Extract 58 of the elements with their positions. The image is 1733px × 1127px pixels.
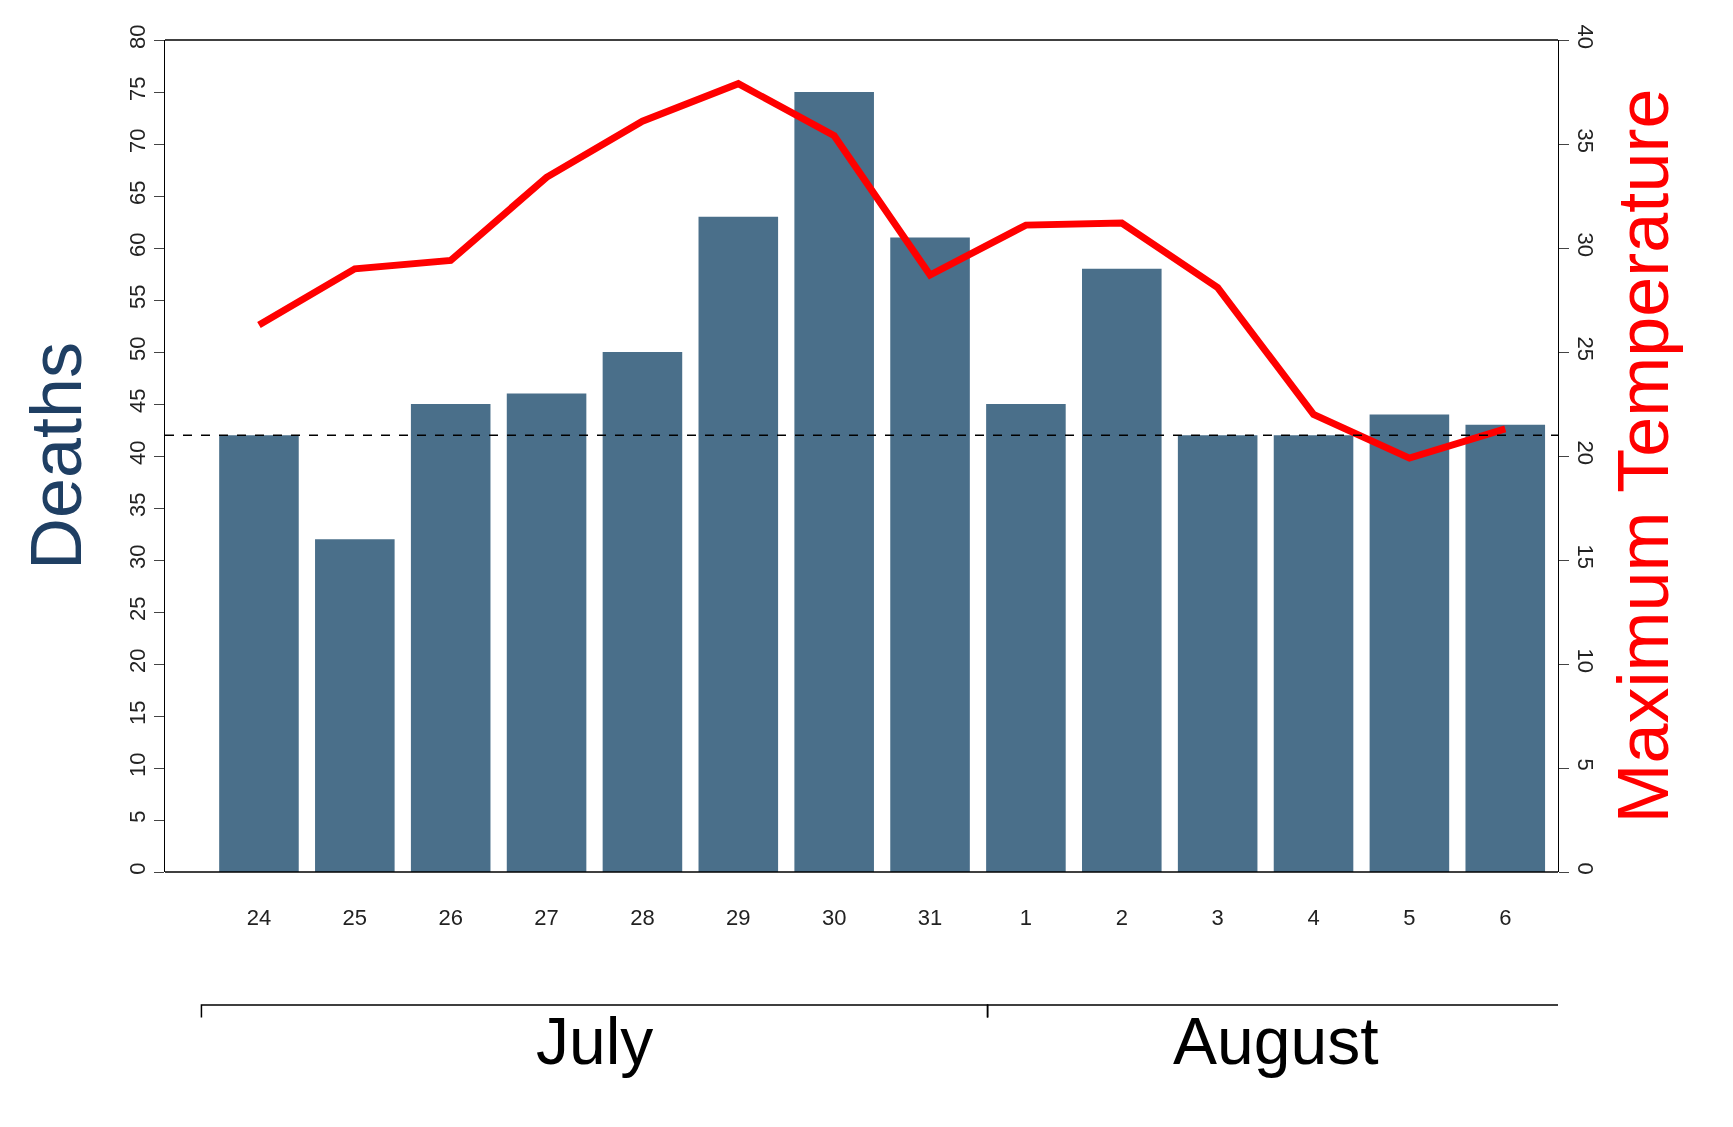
bar [506,393,587,872]
bar [315,539,395,872]
y-tick-label: 0 [125,862,151,875]
bar [890,237,970,872]
x-tick-label: 25 [342,905,368,930]
y2-tick-label: 35 [1572,128,1598,153]
bar [1465,424,1546,872]
y-tick-label: 25 [125,596,151,621]
y2-tick-label: 40 [1572,24,1598,49]
y-tick-label: 5 [125,810,151,823]
y2-tick-label: 5 [1572,758,1598,771]
bar [1177,435,1258,872]
x-tick-label: 1 [1019,905,1033,930]
text: August [1173,1004,1379,1078]
y-tick-label: 15 [125,700,151,725]
y2-tick-label: 25 [1572,336,1598,361]
y2-tick-label: 20 [1572,440,1598,465]
x-tick-label: 31 [917,905,943,930]
y-tick-label: 65 [125,180,151,205]
x-tick-label: 5 [1403,905,1416,930]
bar [1273,435,1354,872]
y2-tick-label: 10 [1572,648,1598,673]
y-tick-label: 35 [125,492,151,517]
bar [794,92,874,872]
x-tick-label: 3 [1211,905,1224,930]
bar [986,404,1066,872]
x-tick-label: 2 [1115,905,1128,930]
x-tick-label: 27 [534,905,559,930]
y-tick-label: 55 [125,284,151,309]
x-tick-label: 26 [438,905,463,930]
x-tick-label: 6 [1499,905,1512,930]
bar [1082,268,1162,872]
y2-tick-label: 15 [1572,544,1598,569]
y-tick-label: 70 [125,128,151,153]
x-tick-label: 30 [821,905,847,930]
x-tick-label: 4 [1307,905,1320,930]
x-tick-label: 24 [246,905,272,930]
y-tick-label: 75 [125,76,151,101]
bar [219,435,299,872]
text: July [536,1004,654,1078]
y-tick-label: 45 [125,388,151,413]
bar [1369,414,1450,872]
y-axis-title: Deaths [15,341,96,571]
y-tick-label: 20 [125,648,151,673]
bar [698,216,779,872]
y-tick-label: 80 [125,24,151,49]
y-tick-label: 30 [125,544,151,569]
y2-tick-label: 30 [1572,232,1598,257]
bar [602,352,683,872]
y-tick-label: 50 [125,336,151,361]
y2-tick-label: 0 [1572,862,1598,875]
y-tick-label: 40 [125,440,151,465]
x-tick-label: 28 [630,905,655,930]
y2-axis-title: Maximum Temperature [1602,88,1683,824]
bar [410,404,491,872]
y-tick-label: 10 [125,752,151,777]
x-tick-label: 29 [726,905,751,930]
y-tick-label: 60 [125,232,151,257]
